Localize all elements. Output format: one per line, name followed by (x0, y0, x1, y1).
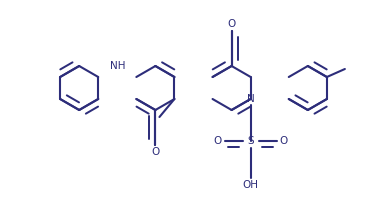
Text: O: O (151, 147, 159, 157)
Text: O: O (214, 136, 222, 146)
Text: O: O (228, 19, 236, 29)
Text: O: O (279, 136, 288, 146)
Text: OH: OH (243, 180, 259, 190)
Text: S: S (247, 136, 254, 146)
Text: NH: NH (110, 61, 125, 71)
Text: N: N (247, 94, 255, 104)
